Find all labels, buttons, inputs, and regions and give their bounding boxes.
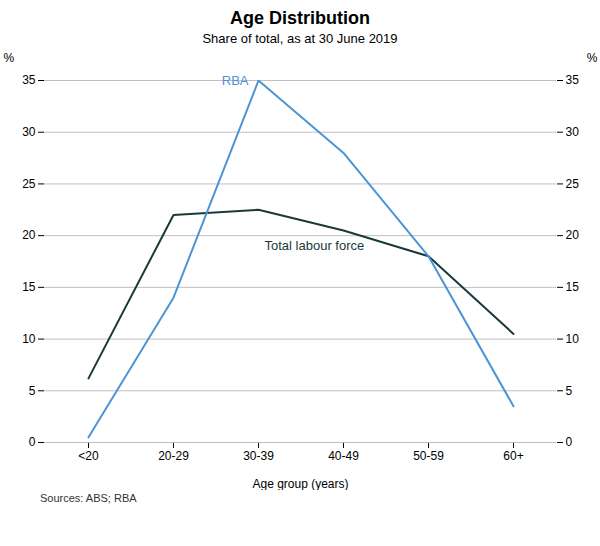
svg-text:25: 25 bbox=[566, 177, 580, 191]
html-text:Share of total, as at 30 June: Share of total, as at 30 June 2019 bbox=[202, 31, 398, 46]
svg-text:10: 10 bbox=[22, 332, 36, 346]
svg-text:15: 15 bbox=[22, 280, 36, 294]
svg-text:<20: <20 bbox=[78, 449, 99, 463]
svg-text:30: 30 bbox=[566, 125, 580, 139]
svg-text:50-59: 50-59 bbox=[413, 449, 444, 463]
svg-text:35: 35 bbox=[22, 73, 36, 87]
svg-text:0: 0 bbox=[29, 435, 36, 449]
svg-text:30-39: 30-39 bbox=[243, 449, 274, 463]
svg-text:30: 30 bbox=[22, 125, 36, 139]
svg-text:%: % bbox=[587, 51, 598, 65]
svg-text:35: 35 bbox=[566, 73, 580, 87]
svg-text:5: 5 bbox=[29, 384, 36, 398]
svg-text:%: % bbox=[4, 51, 15, 65]
svg-text:Total labour force: Total labour force bbox=[265, 238, 365, 253]
svg-text:20: 20 bbox=[566, 228, 580, 242]
svg-text:15: 15 bbox=[566, 280, 580, 294]
svg-text:Age group (years): Age group (years) bbox=[252, 477, 348, 491]
svg-text:0: 0 bbox=[566, 435, 573, 449]
svg-text:40-49: 40-49 bbox=[328, 449, 359, 463]
html-text:Sources: ABS; RBA: Sources: ABS; RBA bbox=[40, 492, 137, 504]
svg-text:20-29: 20-29 bbox=[158, 449, 189, 463]
svg-text:60+: 60+ bbox=[503, 449, 523, 463]
html-text:Age Distribution: Age Distribution bbox=[230, 8, 370, 28]
svg-text:10: 10 bbox=[566, 332, 580, 346]
svg-text:5: 5 bbox=[566, 384, 573, 398]
svg-text:RBA: RBA bbox=[222, 73, 249, 88]
svg-text:20: 20 bbox=[22, 228, 36, 242]
svg-text:25: 25 bbox=[22, 177, 36, 191]
